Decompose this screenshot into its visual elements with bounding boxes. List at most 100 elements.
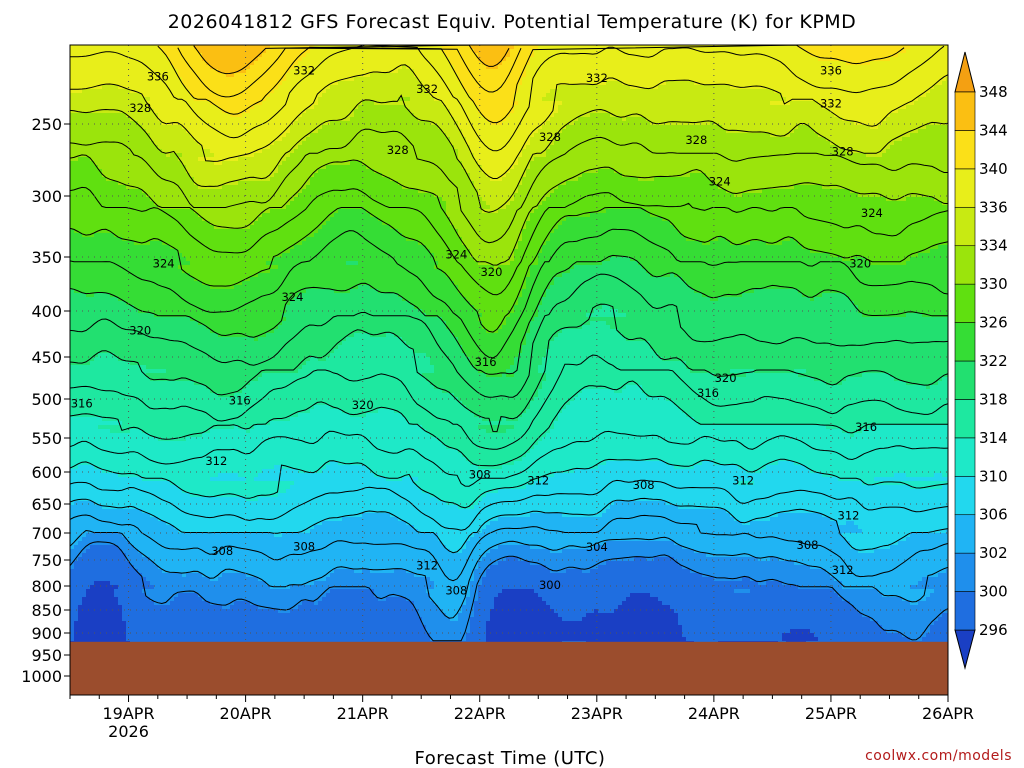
theta-e-cell	[114, 109, 118, 113]
theta-e-cell	[566, 93, 570, 97]
theta-e-cell	[498, 109, 502, 113]
theta-e-cell	[606, 93, 610, 97]
theta-e-cell	[878, 53, 882, 57]
theta-e-cell	[302, 101, 306, 105]
theta-e-cell	[722, 77, 726, 81]
theta-e-cell	[946, 113, 948, 117]
theta-e-cell	[138, 121, 142, 125]
theta-e-cell	[158, 129, 162, 133]
theta-e-cell	[82, 53, 86, 57]
theta-e-cell	[798, 81, 802, 85]
theta-e-cell	[290, 81, 294, 85]
theta-e-cell	[246, 101, 250, 105]
theta-e-cell	[554, 113, 558, 117]
theta-e-cell	[362, 61, 366, 65]
theta-e-cell	[802, 61, 806, 65]
theta-e-cell	[458, 61, 462, 65]
theta-e-cell	[414, 101, 418, 105]
theta-e-cell	[878, 73, 882, 77]
theta-e-cell	[866, 89, 870, 93]
theta-e-cell	[686, 117, 690, 121]
theta-e-cell	[778, 73, 782, 77]
theta-e-cell	[450, 73, 454, 77]
theta-e-cell	[490, 49, 494, 53]
theta-e-cell	[454, 125, 458, 129]
theta-e-cell	[498, 93, 502, 97]
theta-e-cell	[70, 61, 74, 65]
theta-e-cell	[78, 53, 82, 57]
theta-e-cell	[462, 81, 466, 85]
theta-e-cell	[114, 129, 118, 133]
theta-e-cell	[778, 129, 782, 133]
theta-e-cell	[162, 97, 166, 101]
theta-e-cell	[882, 97, 886, 101]
theta-e-cell	[774, 101, 778, 105]
theta-e-cell	[466, 129, 470, 133]
theta-e-cell	[126, 129, 130, 133]
theta-e-cell	[482, 57, 486, 61]
theta-e-cell	[186, 73, 190, 77]
theta-e-cell	[446, 69, 450, 73]
theta-e-cell	[390, 81, 394, 85]
theta-e-cell	[682, 113, 686, 117]
theta-e-cell	[206, 85, 210, 89]
theta-e-cell	[738, 113, 742, 117]
theta-e-cell	[922, 117, 926, 121]
theta-e-cell	[638, 45, 642, 49]
theta-e-cell	[874, 65, 878, 69]
theta-e-cell	[118, 125, 122, 129]
theta-e-cell	[454, 113, 458, 117]
theta-e-cell	[102, 125, 106, 129]
theta-e-cell	[918, 85, 922, 89]
theta-e-cell	[278, 77, 282, 81]
theta-e-cell	[422, 93, 426, 97]
theta-e-cell	[946, 69, 948, 73]
theta-e-cell	[182, 89, 186, 93]
theta-e-cell	[366, 125, 370, 129]
theta-e-cell	[586, 65, 590, 69]
theta-e-cell	[634, 109, 638, 113]
theta-e-cell	[502, 77, 506, 81]
theta-e-cell	[614, 49, 618, 53]
theta-e-cell	[838, 85, 842, 89]
theta-e-cell	[122, 65, 126, 69]
theta-e-cell	[102, 109, 106, 113]
theta-e-cell	[418, 45, 422, 49]
theta-e-cell	[838, 101, 842, 105]
theta-e-cell	[790, 129, 794, 133]
theta-e-cell	[318, 77, 322, 81]
theta-e-cell	[122, 45, 126, 49]
theta-e-cell	[158, 65, 162, 69]
theta-e-cell	[390, 109, 394, 113]
theta-e-cell	[790, 89, 794, 93]
theta-e-cell	[902, 125, 906, 129]
theta-e-cell	[274, 45, 278, 49]
theta-e-cell	[306, 49, 310, 53]
theta-e-cell	[70, 85, 74, 89]
theta-e-cell	[202, 129, 206, 133]
theta-e-cell	[486, 97, 490, 101]
theta-e-cell	[450, 105, 454, 109]
theta-e-cell	[866, 61, 870, 65]
theta-e-cell	[190, 65, 194, 69]
theta-e-cell	[406, 49, 410, 53]
theta-e-cell	[714, 73, 718, 77]
theta-e-cell	[530, 45, 534, 49]
theta-e-cell	[838, 109, 842, 113]
theta-e-cell	[150, 53, 154, 57]
theta-e-cell	[894, 101, 898, 105]
theta-e-cell	[454, 109, 458, 113]
theta-e-cell	[762, 121, 766, 125]
theta-e-cell	[322, 77, 326, 81]
theta-e-cell	[490, 57, 494, 61]
theta-e-cell	[682, 125, 686, 129]
theta-e-cell	[718, 93, 722, 97]
theta-e-cell	[354, 69, 358, 73]
theta-e-cell	[186, 77, 190, 81]
theta-e-cell	[770, 69, 774, 73]
theta-e-cell	[114, 73, 118, 77]
theta-e-cell	[398, 89, 402, 93]
theta-e-cell	[910, 117, 914, 121]
theta-e-cell	[78, 109, 82, 113]
theta-e-cell	[614, 117, 618, 121]
